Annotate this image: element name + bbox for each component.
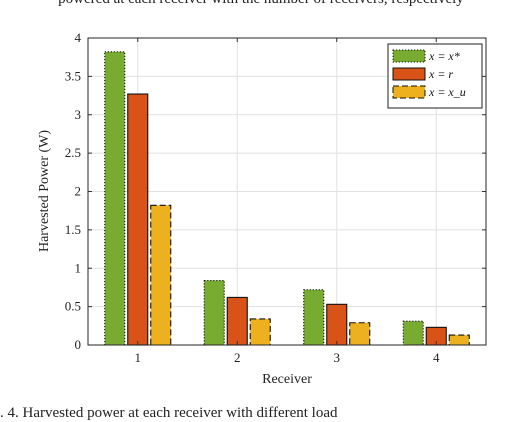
- legend-label: x = x_u: [428, 85, 466, 99]
- y-tick-label: 1: [75, 260, 82, 275]
- y-tick-label: 3.5: [65, 68, 81, 83]
- bar: [402, 320, 424, 346]
- bar: [203, 279, 225, 346]
- x-tick-label: 1: [135, 350, 142, 365]
- legend-label: x = x*: [428, 49, 460, 63]
- y-tick-labels: 0 0.5 1 1.5 2 2.5 3 3.5 4: [65, 30, 82, 352]
- bar: [326, 303, 348, 346]
- x-tick-label: 2: [234, 350, 241, 365]
- x-axis-label: Receiver: [262, 372, 312, 387]
- y-tick-label: 1.5: [65, 222, 81, 237]
- bar: [226, 296, 248, 346]
- legend-label: x = r: [428, 67, 453, 81]
- x-tick-label: 4: [433, 350, 440, 365]
- y-tick-label: 4: [75, 30, 82, 45]
- legend-swatch: [392, 67, 426, 81]
- bar-chart: 0 0.5 1 1.5 2 2.5 3 3.5 4 1 2 3 4 Receiver Harveste…: [37, 30, 487, 387]
- y-tick-label: 3: [75, 107, 82, 122]
- y-tick-label: 0: [75, 337, 82, 352]
- bar: [303, 289, 325, 346]
- clipped-figure-caption: Fig. 4. Harvested power at each receiver…: [0, 405, 338, 421]
- legend-swatch: [392, 85, 426, 99]
- y-tick-label: 2: [75, 184, 82, 199]
- legend-swatch: [392, 49, 426, 63]
- y-tick-label: 0.5: [65, 299, 81, 314]
- bar: [249, 318, 271, 346]
- bar: [127, 93, 149, 346]
- bars: [104, 51, 470, 346]
- axes: [87, 37, 487, 346]
- bar: [150, 204, 172, 346]
- clipped-top-caption: powered at each receiver with the number…: [0, 0, 522, 8]
- bar: [104, 51, 126, 346]
- y-tick-label: 2.5: [65, 145, 81, 160]
- axes-box: [87, 37, 487, 346]
- legend: x = x* x = r x = x_u: [387, 43, 483, 109]
- bar: [349, 322, 371, 346]
- x-tick-labels: 1 2 3 4: [135, 350, 441, 365]
- y-axis-label: Harvested Power (W): [37, 130, 52, 252]
- bar: [448, 334, 470, 346]
- x-tick-label: 3: [334, 350, 341, 365]
